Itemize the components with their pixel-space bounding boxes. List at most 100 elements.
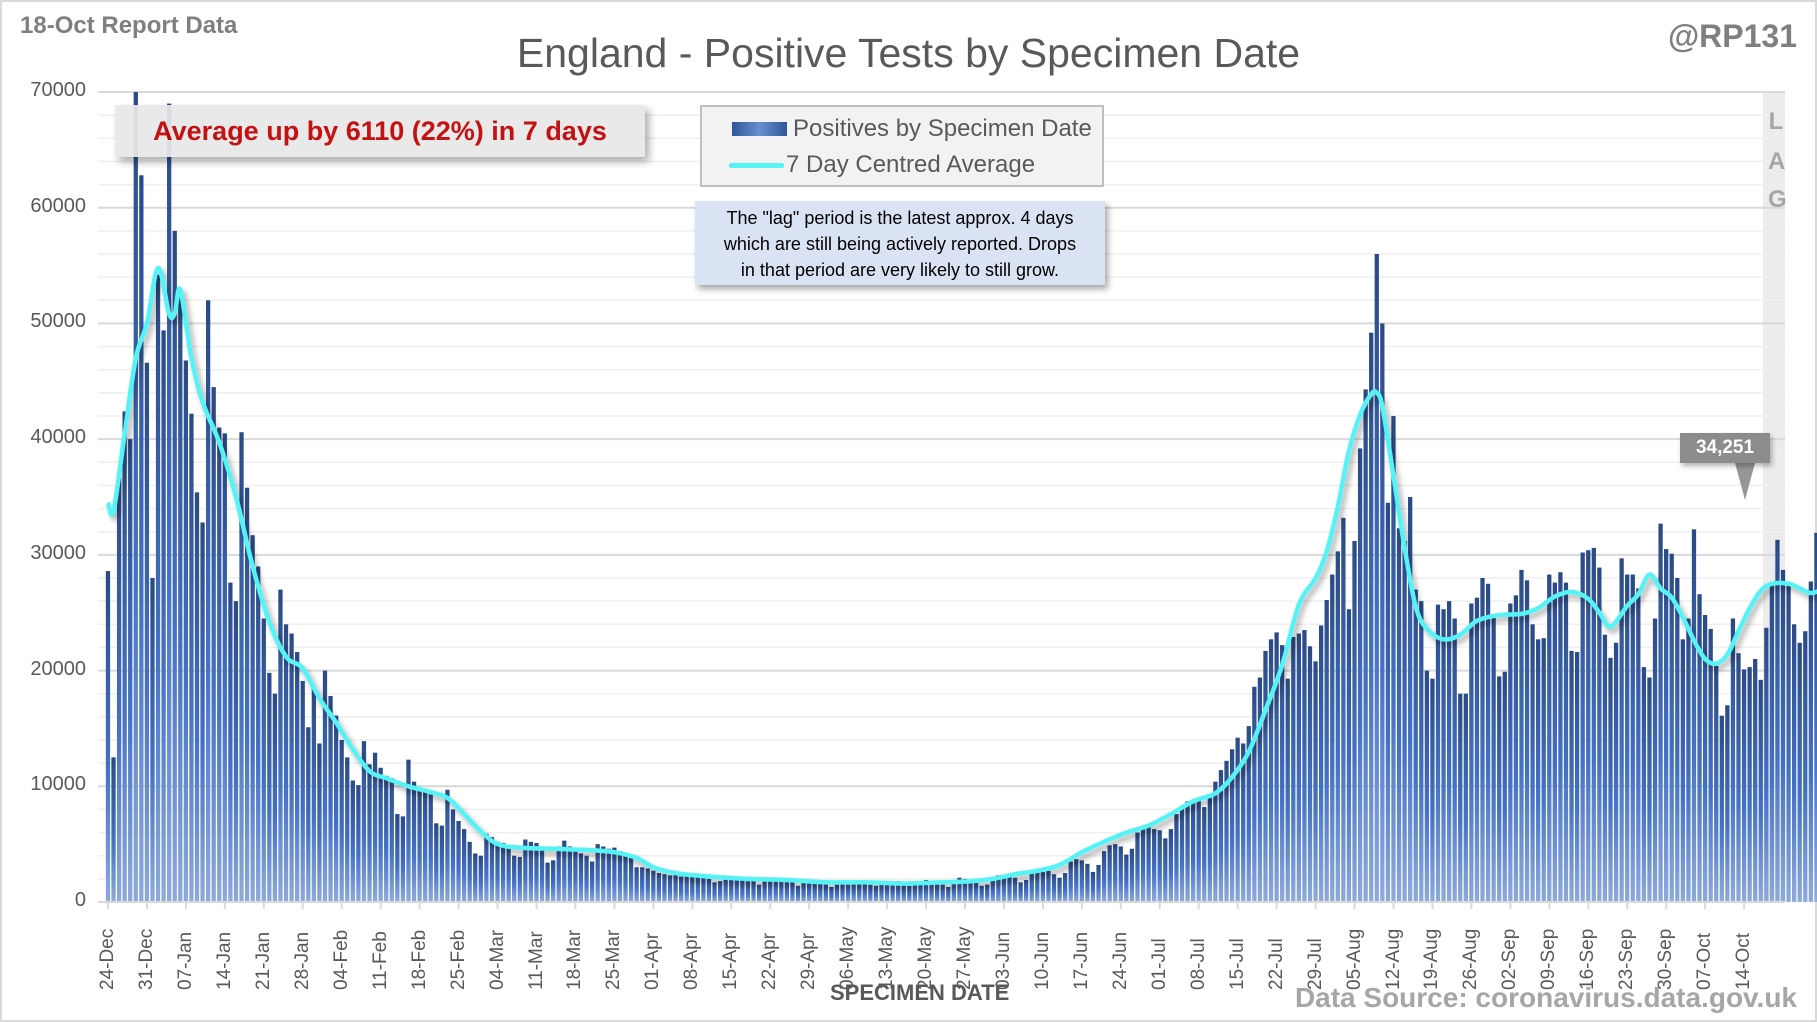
bar [929, 881, 934, 902]
bar [951, 881, 956, 902]
bar-swatch-icon [732, 122, 787, 136]
bar [1508, 603, 1513, 902]
bar [372, 752, 378, 902]
bar [1680, 639, 1685, 902]
bar [1179, 807, 1185, 902]
bar [712, 882, 717, 902]
author-handle: @RP131 [1667, 18, 1797, 54]
latest-average-callout: 34,251 [1680, 433, 1770, 463]
bar [1569, 650, 1574, 902]
bar [584, 855, 589, 902]
bar [1608, 657, 1613, 902]
x-tick-label: 19-Aug [1421, 928, 1443, 990]
bar [790, 882, 795, 902]
bar [1625, 574, 1630, 902]
bar [1519, 569, 1524, 902]
x-tick-label: 04-Feb [330, 929, 352, 990]
bar [456, 821, 461, 902]
bar [1714, 665, 1719, 902]
bar [1413, 589, 1418, 902]
bar [1330, 574, 1335, 902]
bar [1291, 637, 1296, 902]
bar [1396, 528, 1402, 902]
bar [1741, 669, 1747, 902]
bar [1207, 797, 1212, 902]
bar [133, 92, 138, 902]
bar [795, 885, 801, 902]
note-line: The "lag" period is the latest approx. 4… [726, 208, 1074, 228]
bar [450, 809, 456, 902]
bar [417, 788, 422, 902]
bar [1369, 332, 1374, 902]
legend: Positives by Specimen Date 7 Day Centred… [700, 105, 1104, 187]
legend-label: 7 Day Centred Average [786, 151, 1036, 178]
bar [1641, 667, 1647, 902]
bar [1274, 632, 1279, 902]
bar [918, 881, 923, 902]
bar [840, 882, 845, 902]
bar [228, 582, 233, 902]
bar [662, 874, 667, 902]
bar [1452, 618, 1457, 902]
bar [1719, 715, 1724, 902]
axes [98, 901, 1785, 909]
bar [395, 814, 400, 902]
bar [762, 880, 767, 902]
bar [1296, 633, 1301, 902]
bar [756, 884, 762, 902]
bar [1580, 552, 1585, 902]
bar [717, 881, 723, 902]
x-tick-label: 16-Sep [1577, 928, 1599, 990]
bar [818, 882, 823, 902]
bar [1057, 877, 1062, 902]
bar [1380, 323, 1385, 902]
bar [1803, 631, 1808, 902]
bar [1357, 448, 1363, 902]
bar [1051, 874, 1057, 902]
x-tick-label: 28-Jan [291, 931, 313, 990]
bar [1113, 844, 1118, 902]
bar [478, 855, 483, 902]
x-tick-label: 10-Jun [1031, 931, 1053, 990]
bar [1652, 618, 1658, 902]
bar [361, 741, 367, 902]
bar [640, 867, 645, 902]
bar [1769, 582, 1775, 902]
bar [1474, 597, 1480, 902]
bar [411, 781, 417, 902]
bar [1808, 581, 1813, 902]
bar [968, 880, 973, 902]
y-tick-label: 70000 [30, 79, 86, 101]
bar [812, 881, 817, 902]
x-tick-label: 05-Aug [1343, 928, 1365, 990]
bar [1424, 670, 1429, 902]
bar [534, 842, 539, 902]
x-tick-label: 29-Apr [798, 932, 820, 990]
bar [1602, 634, 1608, 902]
y-tick-label: 60000 [30, 194, 86, 217]
bar [1029, 871, 1034, 902]
bar [1669, 553, 1674, 902]
x-tick-label: 15-Apr [720, 932, 742, 990]
bar [211, 387, 216, 902]
bar [1313, 661, 1318, 902]
bar [1012, 877, 1018, 902]
bar [1586, 550, 1591, 902]
bar [1129, 848, 1135, 902]
bar [996, 875, 1001, 902]
bar [1780, 569, 1786, 902]
bar [1146, 826, 1151, 902]
bar [256, 566, 261, 902]
x-tick-label: 22-Jul [1265, 938, 1287, 990]
lag-letter-g: G [1768, 186, 1787, 213]
bar [1591, 547, 1596, 902]
x-tick-label: 31-Dec [135, 928, 157, 990]
bar [1363, 389, 1368, 902]
bar [122, 411, 127, 902]
bar [879, 882, 884, 902]
bar [979, 885, 984, 902]
bar [1463, 693, 1468, 902]
bar [295, 652, 300, 902]
bar [723, 876, 728, 902]
bar [333, 715, 339, 902]
